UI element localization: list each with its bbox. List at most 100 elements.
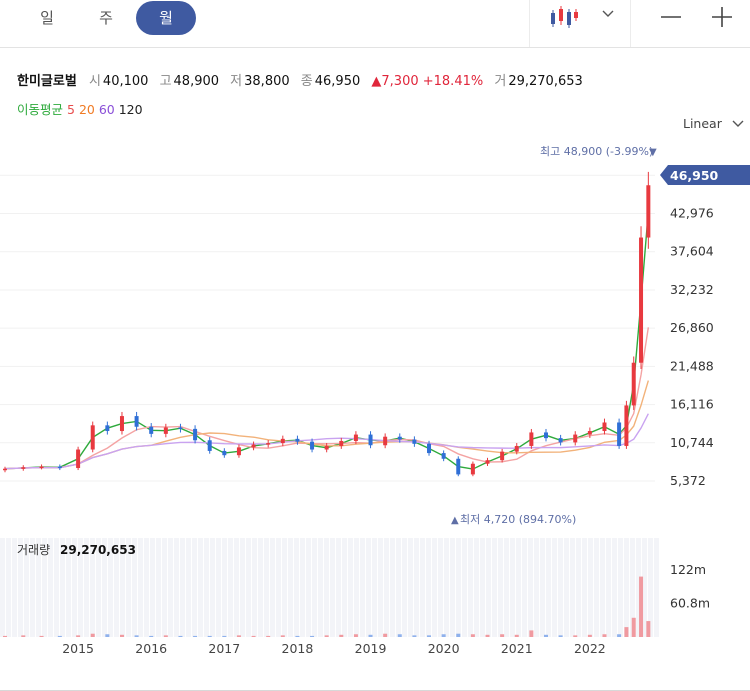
- volume-bar: [119, 634, 124, 637]
- candle-body: [514, 445, 519, 452]
- volume-tick-label: 60.8m: [670, 596, 710, 611]
- min-marker-icon: ▲: [451, 515, 459, 526]
- candle-body: [134, 416, 139, 427]
- volume-bg-stripe: [576, 538, 581, 637]
- candle-body: [441, 453, 446, 459]
- volume-bg-stripe: [288, 538, 293, 637]
- volume-bg-stripe: [498, 538, 503, 637]
- volume-bg-stripe: [60, 538, 65, 637]
- volume-bg-stripe: [240, 538, 245, 637]
- scale-selector[interactable]: Linear: [683, 116, 744, 131]
- volume-bar: [646, 621, 651, 637]
- volume-bg-stripe: [366, 538, 371, 637]
- volume-bg-stripe: [462, 538, 467, 637]
- candle-body: [207, 440, 212, 451]
- volume-bg-stripe: [84, 538, 89, 637]
- volume-bar: [178, 635, 183, 637]
- plus-icon[interactable]: [711, 6, 733, 28]
- volume-bar: [500, 634, 505, 637]
- volume-bg-stripe: [126, 538, 131, 637]
- volume-bg-stripe: [300, 538, 305, 637]
- year-tick-label: 2015: [62, 641, 94, 656]
- moving-average-line: [4, 413, 649, 470]
- candle-body: [149, 426, 154, 434]
- volume-bar: [90, 633, 95, 637]
- volume-bar: [631, 617, 636, 637]
- volume-bg-stripe: [246, 538, 251, 637]
- volume-bar: [587, 634, 592, 637]
- volume-total: 29,270,653: [60, 543, 136, 557]
- volume-bar: [558, 635, 563, 637]
- high-value: 48,900: [173, 74, 220, 89]
- price-chart[interactable]: 48,34842,97637,60432,23226,86021,48816,1…: [0, 140, 750, 690]
- volume-bg-stripe: [102, 538, 107, 637]
- moving-average-legend[interactable]: 이동평균 5 20 60 120: [17, 99, 143, 118]
- close-value: 46,950: [314, 74, 361, 89]
- last-price-badge: [660, 165, 750, 185]
- candlestick-icon[interactable]: [548, 3, 580, 31]
- volume-bg-stripe: [210, 538, 215, 637]
- volume-bg-stripe: [564, 538, 569, 637]
- candle-body: [280, 438, 285, 444]
- volume-bg-stripe: [312, 538, 317, 637]
- chevron-down-icon: [732, 120, 744, 127]
- volume-bar: [251, 635, 256, 637]
- volume-bg-stripe: [360, 538, 365, 637]
- candle-body: [624, 405, 629, 446]
- volume-bg-stripe: [120, 538, 125, 637]
- volume-bg-stripe: [276, 538, 281, 637]
- volume-bg-stripe: [228, 538, 233, 637]
- volume-bg-stripe: [30, 538, 35, 637]
- volume-bg-stripe: [66, 538, 71, 637]
- candle-body: [178, 427, 183, 429]
- volume-bg-stripe: [330, 538, 335, 637]
- volume-bg-stripe: [504, 538, 509, 637]
- volume-bg-stripe: [546, 538, 551, 637]
- volume-bg-stripe: [306, 538, 311, 637]
- candle-body: [266, 443, 271, 445]
- volume-bar: [324, 635, 329, 637]
- candles: [3, 171, 651, 477]
- volume-bar: [57, 635, 62, 637]
- open-label: 시: [88, 74, 101, 89]
- candle-body: [368, 434, 373, 446]
- volume-bg-stripe: [414, 538, 419, 637]
- volume-bg-stripe: [180, 538, 185, 637]
- volume-bar: [624, 627, 629, 637]
- volume-bg-stripe: [264, 538, 269, 637]
- volume-bg-stripe: [6, 538, 11, 637]
- tab-day[interactable]: 일: [40, 9, 54, 27]
- volume-bg-stripe: [12, 538, 17, 637]
- tab-month[interactable]: 월: [136, 1, 196, 35]
- volume-bg-stripe: [96, 538, 101, 637]
- tab-week[interactable]: 주: [99, 9, 113, 27]
- ma-60: 60: [98, 102, 115, 117]
- price-axis: 48,34842,97637,60432,23226,86021,48816,1…: [670, 167, 714, 488]
- volume-label: 거: [494, 74, 507, 89]
- volume-bg-stripe: [216, 538, 221, 637]
- price-tick-label: 42,976: [670, 206, 714, 221]
- volume-bg-stripe: [606, 538, 611, 637]
- volume-bg-stripe: [168, 538, 173, 637]
- candle-body: [3, 468, 7, 471]
- year-tick-label: 2022: [574, 641, 606, 656]
- volume-bg-stripe: [600, 538, 605, 637]
- volume-bg-stripe: [522, 538, 527, 637]
- volume-bg-stripe: [138, 538, 143, 637]
- price-tick-label: 37,604: [670, 244, 714, 259]
- volume-bar: [485, 634, 490, 637]
- volume-bg-stripe: [510, 538, 515, 637]
- price-tick-label: 5,372: [670, 473, 706, 488]
- candle-body: [602, 422, 607, 432]
- chevron-down-icon[interactable]: [602, 10, 614, 18]
- minus-icon[interactable]: [660, 8, 682, 28]
- candle-body: [456, 458, 461, 475]
- stock-summary: 한미글로벌 시 40,100 고 48,900 저 38,800 종 46,950 ▲7…: [17, 70, 590, 89]
- volume-bg-stripe: [162, 538, 167, 637]
- volume-bg-stripe: [642, 538, 647, 637]
- price-tick-label: 21,488: [670, 358, 714, 373]
- candle-body: [397, 436, 402, 440]
- volume-bg-stripe: [342, 538, 347, 637]
- volume-bar: [639, 576, 644, 637]
- volume-bg-stripe: [486, 538, 491, 637]
